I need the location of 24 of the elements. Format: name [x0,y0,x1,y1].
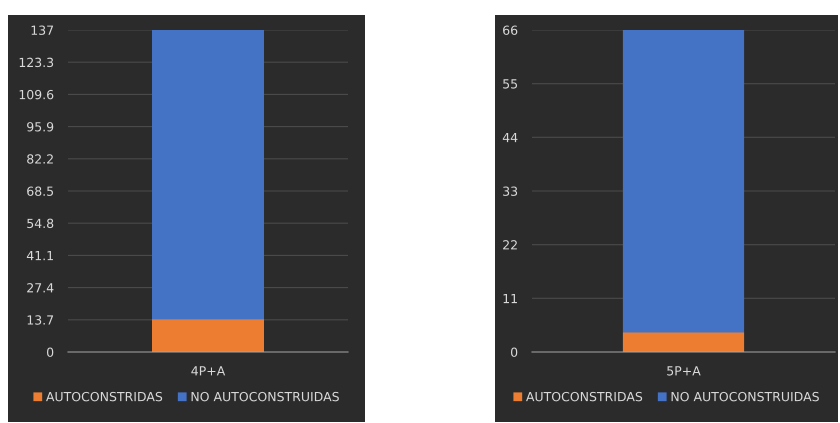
y-tick-label: 95.9 [27,122,54,132]
y-tick-label: 22 [503,240,517,250]
x-tick-label: 4P+A [191,366,226,376]
y-tick-label: 66 [503,25,518,35]
y-tick-label: 123.3 [20,58,54,68]
x-tick-label: 5P+A [667,366,701,376]
y-tick-label: 33 [503,186,518,196]
y-tick-label: 109.6 [20,90,54,100]
legend-label: NO AUTOCONSTRUIDAS [192,392,339,402]
y-tick-label: 137 [32,25,54,35]
y-tick-label: 44 [502,132,518,142]
y-tick-label: 41.1 [26,251,53,260]
y-tick-label: 0 [510,347,518,357]
y-tick-label: 68.5 [27,186,54,196]
y-tick-label: 54.8 [27,218,54,228]
y-tick-label: 82.2 [27,154,53,164]
legend-label: NO AUTOCONSTRUIDAS [672,392,819,402]
y-tick-label: 0 [46,347,54,357]
y-tick-label: 55 [503,79,518,89]
legend-label: AUTOCONSTRIDAS [46,392,162,402]
legend-label: AUTOCONSTRIDAS [526,392,642,402]
y-tick-label: 13.7 [28,315,54,325]
y-tick-label: 11 [504,294,517,304]
y-tick-label: 27.4 [27,283,54,292]
